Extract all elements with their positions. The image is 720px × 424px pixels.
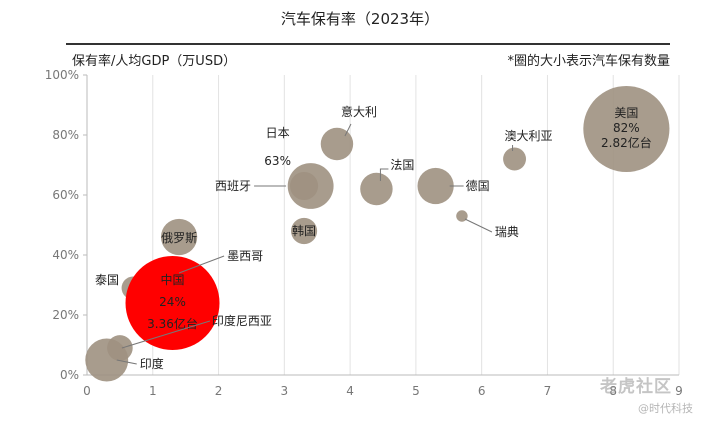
watermark: 老虎社区 <box>600 377 672 397</box>
bubble-俄罗斯 <box>160 218 198 256</box>
point-label: 法国 <box>390 158 414 172</box>
leader-line <box>464 218 493 233</box>
point-label: 3.36亿台 <box>147 316 198 331</box>
x-tick-label: 6 <box>478 384 486 398</box>
point-label: 2.82亿台 <box>601 135 652 150</box>
y-axis-label: 保有率/人均GDP（万USD） <box>72 54 237 69</box>
point-label: 63% <box>264 154 291 168</box>
x-tick-label: 7 <box>544 384 552 398</box>
leader-line <box>178 255 225 274</box>
point-label: 澳大利亚 <box>505 129 553 143</box>
point-label: 瑞典 <box>495 225 519 239</box>
bubble-澳大利亚 <box>503 147 527 171</box>
bubble-韩国 <box>290 217 318 245</box>
point-label: 韩国 <box>292 223 316 238</box>
y-tick-label: 20% <box>52 308 79 322</box>
x-tick-label: 3 <box>281 384 289 398</box>
x-tick-label: 4 <box>346 384 354 398</box>
chart-title: 汽车保有率（2023年） <box>280 10 440 28</box>
bubble-德国 <box>417 167 454 205</box>
point-label: 西班牙 <box>215 179 251 193</box>
x-tick-label: 9 <box>675 384 683 398</box>
bubble-法国 <box>360 172 393 206</box>
bubble-中国 <box>125 256 220 350</box>
x-tick-label: 5 <box>412 384 420 398</box>
point-label: 印度 <box>140 356 164 371</box>
leader-line <box>344 123 352 137</box>
bubble-瑞典 <box>456 210 468 222</box>
bubble-意大利 <box>320 127 354 161</box>
point-label: 印度尼西亚 <box>212 313 272 328</box>
title-rule <box>66 43 670 45</box>
bubble-西班牙 <box>290 171 319 201</box>
y-tick-label: 40% <box>52 248 79 262</box>
x-tick-label: 1 <box>149 384 157 398</box>
point-label: 24% <box>159 295 186 309</box>
watermark-sub: @时代科技 <box>638 402 693 415</box>
y-tick-label: 60% <box>52 188 79 202</box>
point-label: 中国 <box>161 272 185 287</box>
y-tick-label: 0% <box>60 368 79 382</box>
point-label: 美国 <box>614 106 638 120</box>
point-label: 德国 <box>466 178 490 193</box>
point-label: 泰国 <box>95 273 119 287</box>
bubble-印度 <box>85 338 129 382</box>
x-tick-label: 2 <box>215 384 223 398</box>
leader-line <box>379 168 389 181</box>
size-note: *圈的大小表示汽车保有数量 <box>507 54 670 69</box>
x-tick-label: 8 <box>609 384 617 398</box>
point-label: 俄罗斯 <box>161 231 197 245</box>
y-tick-label: 100% <box>45 68 79 82</box>
bubble-美国 <box>583 85 670 173</box>
point-label: 日本 <box>266 126 290 140</box>
leader-line <box>121 320 211 349</box>
x-tick-label: 0 <box>83 384 91 398</box>
y-tick-label: 80% <box>52 128 79 142</box>
leader-line <box>116 359 137 365</box>
point-label: 意大利 <box>341 104 377 119</box>
point-label: 墨西哥 <box>227 249 263 263</box>
point-label: 82% <box>613 121 640 135</box>
